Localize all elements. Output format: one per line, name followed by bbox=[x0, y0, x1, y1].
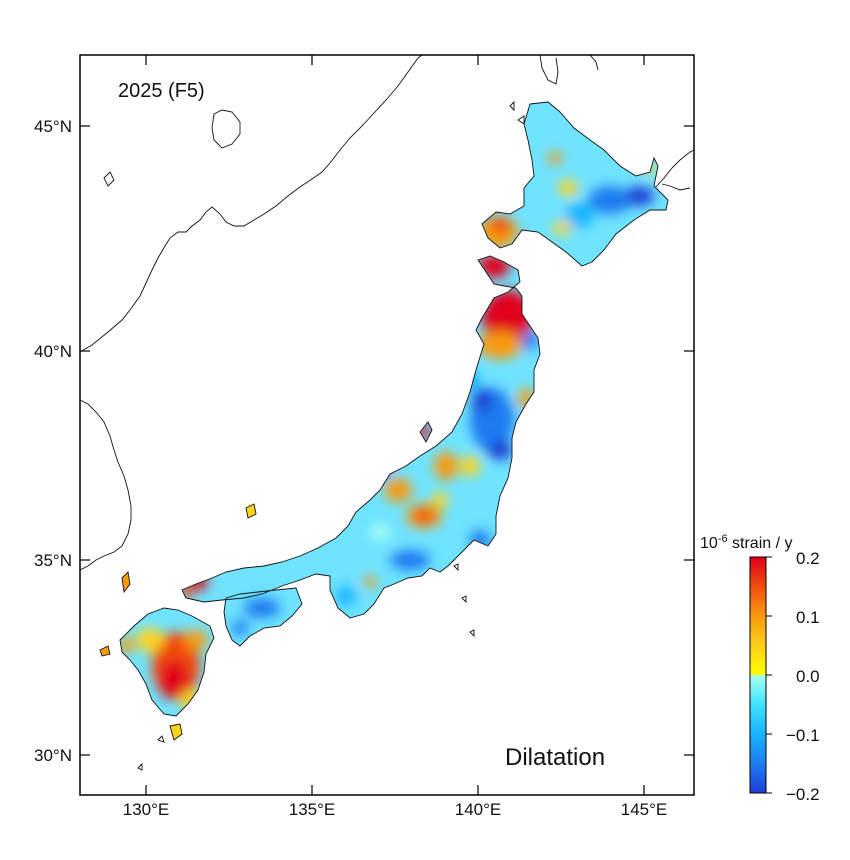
sado-outline bbox=[419, 421, 433, 443]
sakhalin-coast bbox=[539, 55, 599, 85]
shikoku-outline bbox=[223, 587, 303, 647]
unit-base: 10 bbox=[700, 535, 718, 552]
quantity-label: Dilatation bbox=[505, 744, 605, 771]
unit-exponent: -6 bbox=[718, 533, 728, 545]
hokkaido-outline bbox=[481, 101, 669, 267]
honshu-outline bbox=[181, 255, 541, 619]
colorbar-tick-label: −0.2 bbox=[786, 785, 820, 804]
island-outline bbox=[211, 109, 241, 149]
mainland-coast bbox=[80, 55, 423, 353]
colorbar-gradient bbox=[749, 556, 767, 794]
colorbar-tick-label: 0.1 bbox=[796, 608, 820, 627]
lon-tick-label: 145°E bbox=[621, 800, 668, 819]
lat-tick-label: 35°N bbox=[34, 551, 72, 570]
colorbar-unit-label: 10-6 strain / y bbox=[700, 533, 792, 552]
small-island bbox=[103, 171, 115, 187]
kuril-islands bbox=[654, 149, 694, 191]
map-frame bbox=[79, 54, 695, 796]
colorbar-tick-label: −0.1 bbox=[786, 726, 820, 745]
colorbar-tick-label: 0.2 bbox=[796, 549, 820, 568]
colorbar-tick-label: 0.0 bbox=[796, 667, 820, 686]
kyushu-outline bbox=[119, 607, 215, 717]
map-title: 2025 (F5) bbox=[118, 80, 205, 102]
lon-tick-label: 130°E bbox=[123, 800, 170, 819]
lon-tick-label: 140°E bbox=[455, 800, 502, 819]
lat-tick-label: 40°N bbox=[34, 342, 72, 361]
lat-tick-label: 30°N bbox=[34, 746, 72, 765]
colorbar: 0.2 0.1 0.0 −0.1 −0.2 10-6 strain / y bbox=[700, 533, 820, 804]
lon-tick-label: 135°E bbox=[289, 800, 336, 819]
lat-tick-label: 45°N bbox=[34, 117, 72, 136]
unit-text: strain / y bbox=[728, 535, 793, 552]
korea-coast bbox=[80, 399, 132, 571]
